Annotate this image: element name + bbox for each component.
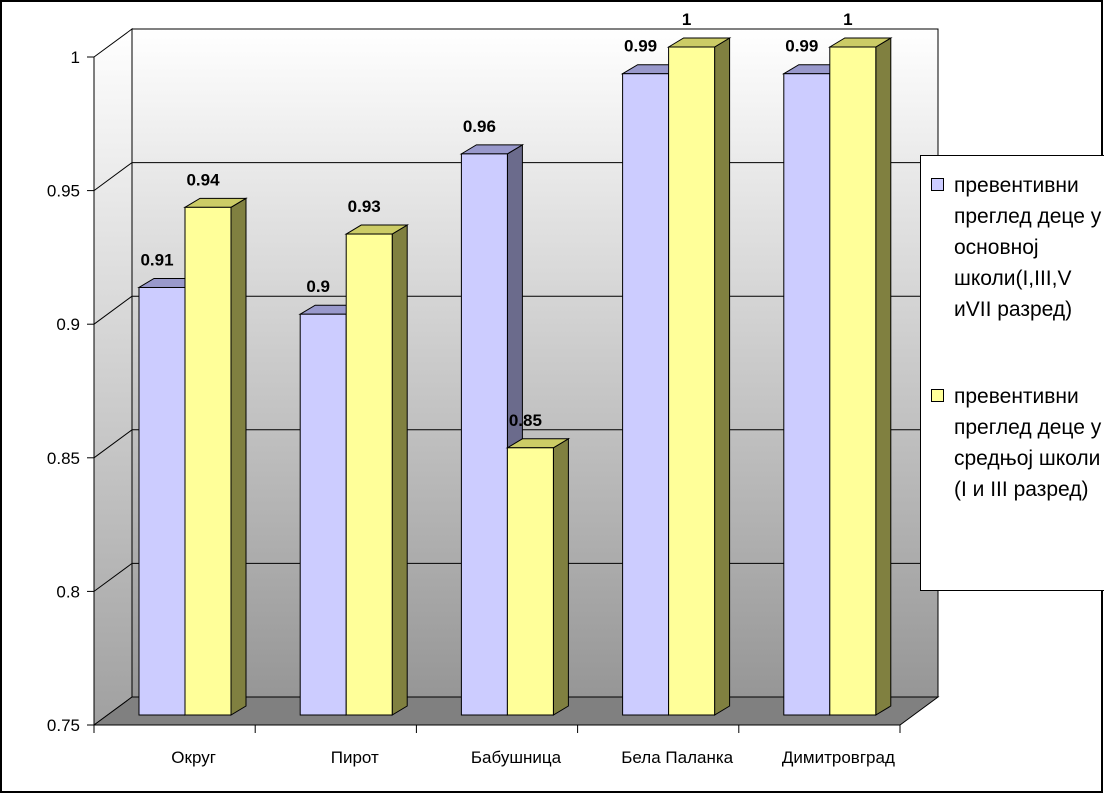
y-tick-label: 1 [71, 48, 80, 67]
side-wall [93, 28, 133, 726]
legend-swatch-primary-school [931, 178, 944, 191]
y-tick-label: 0.85 [47, 449, 80, 468]
gridline-side [93, 562, 133, 592]
data-label: 0.99 [785, 37, 818, 56]
bar [829, 46, 877, 716]
bar-side [391, 224, 408, 716]
x-tick-label: Пирот [331, 748, 379, 767]
data-label: 0.99 [624, 37, 657, 56]
data-label: 0.85 [509, 411, 542, 430]
bar [506, 447, 554, 716]
legend-label-secondary-school: превентивни преглед деце у средњој школи… [954, 385, 1102, 501]
x-tick-label: Округ [171, 748, 216, 767]
y-tick-label: 0.9 [56, 315, 80, 334]
data-label: 0.94 [186, 170, 220, 189]
legend-label-primary-school: превентивни преглед деце у основној школ… [954, 174, 1102, 321]
gridline-side [93, 295, 133, 325]
bar-side [714, 37, 731, 716]
x-tick-label: Бабушница [471, 748, 562, 767]
x-tick-label: Бела Паланка [621, 748, 733, 767]
data-label: 1 [843, 10, 852, 29]
bar-side [230, 197, 247, 716]
y-tick-label: 0.8 [56, 582, 80, 601]
bar [460, 153, 508, 716]
legend-swatch-secondary-school [931, 389, 944, 402]
data-label: 0.91 [140, 250, 173, 269]
y-tick-label: 0.75 [47, 716, 80, 735]
data-label: 0.9 [306, 277, 330, 296]
x-tick-label: Димитровград [782, 748, 895, 767]
bar [622, 73, 670, 716]
data-label: 0.96 [463, 117, 496, 136]
gridline-side [93, 162, 133, 192]
data-label: 0.93 [348, 197, 381, 216]
data-label: 1 [682, 10, 691, 29]
y-tick-label: 0.95 [47, 182, 80, 201]
bar-side [552, 437, 569, 716]
bar [783, 73, 831, 716]
legend: превентивни преглед деце у основној школ… [920, 155, 1104, 591]
bar [138, 286, 186, 716]
bar [184, 206, 232, 716]
bar-side [875, 37, 892, 716]
bar [668, 46, 716, 716]
bar [299, 313, 347, 716]
gridline-side [93, 429, 133, 459]
bar [345, 233, 393, 716]
